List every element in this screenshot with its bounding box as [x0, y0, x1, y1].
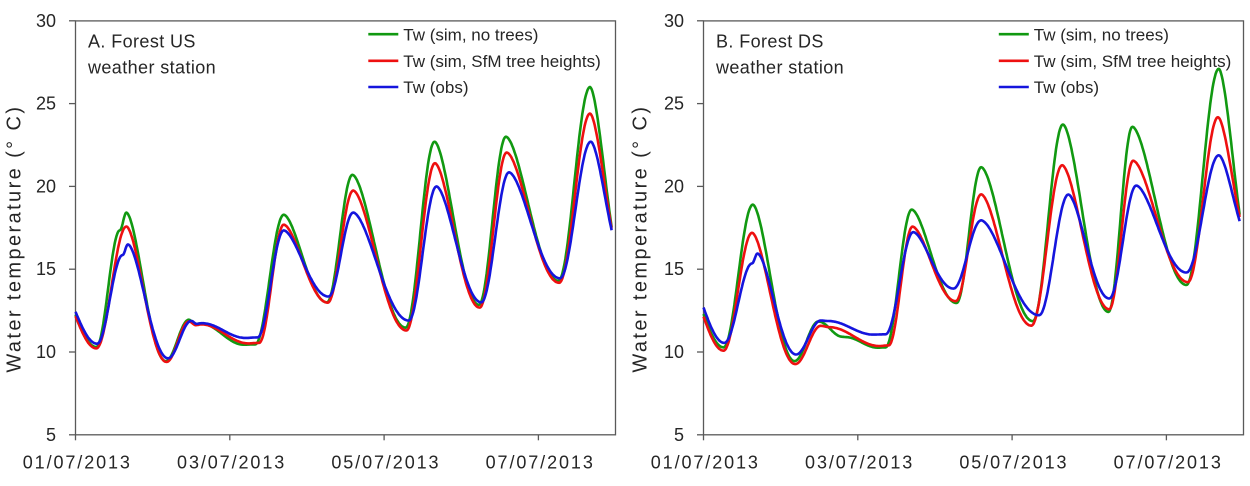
svg-text:Tw (obs): Tw (obs) — [403, 78, 468, 97]
svg-text:25: 25 — [36, 94, 56, 114]
svg-text:Tw (sim, no trees): Tw (sim, no trees) — [1034, 25, 1169, 44]
svg-text:15: 15 — [664, 259, 684, 279]
svg-text:B. Forest DS: B. Forest DS — [716, 32, 824, 52]
svg-text:03/07/2013: 03/07/2013 — [177, 453, 286, 473]
svg-text:weather station: weather station — [715, 58, 844, 78]
svg-text:07/07/2013: 07/07/2013 — [486, 453, 595, 473]
svg-text:01/07/2013: 01/07/2013 — [651, 453, 760, 473]
svg-text:Water temperature (° C): Water temperature (° C) — [4, 105, 26, 373]
svg-text:10: 10 — [664, 342, 684, 362]
svg-text:25: 25 — [664, 94, 684, 114]
svg-text:05/07/2013: 05/07/2013 — [331, 453, 440, 473]
svg-text:15: 15 — [36, 259, 56, 279]
svg-text:Tw (sim, SfM tree heights): Tw (sim, SfM tree heights) — [403, 52, 600, 71]
svg-text:05/07/2013: 05/07/2013 — [959, 453, 1068, 473]
svg-text:30: 30 — [36, 11, 56, 31]
svg-text:20: 20 — [664, 176, 684, 196]
svg-text:Tw (sim, SfM tree heights): Tw (sim, SfM tree heights) — [1034, 52, 1231, 71]
svg-text:A. Forest US: A. Forest US — [88, 32, 196, 52]
svg-text:Tw (obs): Tw (obs) — [1034, 78, 1099, 97]
svg-text:Water temperature (° C): Water temperature (° C) — [630, 105, 652, 373]
svg-text:01/07/2013: 01/07/2013 — [23, 453, 132, 473]
svg-text:03/07/2013: 03/07/2013 — [805, 453, 914, 473]
svg-text:weather station: weather station — [87, 58, 216, 78]
svg-text:5: 5 — [674, 425, 684, 445]
svg-text:30: 30 — [664, 11, 684, 31]
svg-text:07/07/2013: 07/07/2013 — [1114, 453, 1223, 473]
svg-text:20: 20 — [36, 176, 56, 196]
svg-text:Tw (sim, no trees): Tw (sim, no trees) — [403, 25, 538, 44]
svg-text:10: 10 — [36, 342, 56, 362]
svg-text:5: 5 — [46, 425, 56, 445]
